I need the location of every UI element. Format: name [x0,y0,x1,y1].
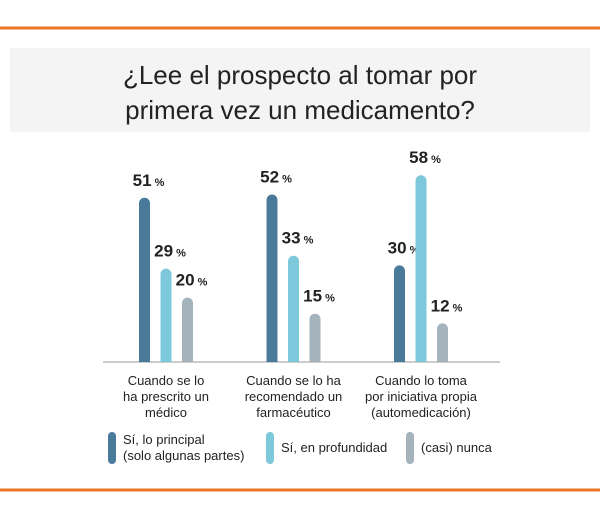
value-label: 12 % [431,296,463,315]
bar [437,323,448,362]
value-label: 15 % [303,287,335,306]
bar [394,265,405,362]
legend-label: Sí, lo principal (solo algunas partes) [123,432,244,463]
bar [288,255,299,362]
chart-title: ¿Lee el prospecto al tomar por primera ve… [123,60,477,125]
value-label: 51 % [133,171,165,190]
x-tick-label: Cuando lo toma por iniciativa propia (auto… [365,373,478,420]
bar [139,197,150,362]
bar [415,175,427,362]
value-label: 33 % [282,229,314,248]
legend-swatch [266,432,274,464]
bar [160,268,172,362]
bar [266,194,278,362]
value-label: 58 % [409,148,441,167]
legend-label: Sí, en profundidad [281,440,387,455]
value-label: 52 % [260,168,292,187]
bar [182,297,193,362]
x-tick-label: Cuando se lo ha recomendado un farmacéutic… [245,373,343,420]
legend-label: (casi) nunca [421,440,493,455]
value-label: 20 % [176,271,208,290]
value-label: 30 % [388,238,420,257]
value-label: 29 % [154,242,186,261]
x-tick-label: Cuando se lo ha prescrito un médico [123,373,209,420]
title-band [10,48,590,132]
legend-swatch [108,432,116,464]
legend-swatch [406,432,414,464]
bar [309,313,321,362]
